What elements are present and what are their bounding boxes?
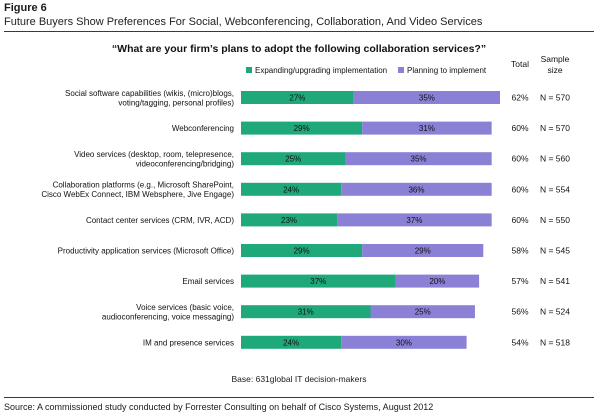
bar-label-expanding: 29% [294, 124, 310, 133]
bar-label-expanding: 37% [310, 277, 326, 286]
source-note: Source: A commissioned study conducted b… [4, 402, 434, 412]
bar-label-planning: 20% [429, 277, 445, 286]
bar-expanding [241, 305, 371, 319]
bar-planning [370, 305, 475, 319]
bar-label-planning: 29% [415, 247, 431, 256]
sample-size-value: N = 570 [540, 93, 570, 103]
bar-expanding [241, 274, 396, 288]
bottom-divider [4, 397, 594, 398]
category-label: Voice services (basic voice, audioconfere… [102, 303, 234, 322]
total-value: 56% [511, 307, 528, 317]
base-note: Base: 631global IT decision-makers [231, 374, 367, 384]
bar-expanding [241, 152, 346, 166]
bar-planning [395, 274, 480, 288]
legend-label-expanding: Expanding/upgrading implementation [255, 66, 387, 75]
bar-planning [345, 152, 492, 166]
sample-size-value: N = 570 [540, 123, 570, 133]
legend-swatch-planning [398, 67, 404, 73]
bar-label-expanding: 23% [281, 216, 297, 225]
sample-size-value: N = 524 [540, 307, 570, 317]
bar-expanding [241, 121, 363, 135]
category-label: Social software capabilities (wikis, (mi… [65, 89, 234, 108]
figure-title: Future Buyers Show Preferences For Socia… [4, 16, 483, 28]
bar-planning [353, 91, 500, 104]
sample-size-value: N = 554 [540, 184, 570, 194]
sample-size-value: N = 550 [540, 215, 570, 225]
sample-size-value: N = 518 [540, 337, 570, 347]
total-value: 62% [511, 93, 528, 103]
bar-label-planning: 35% [419, 94, 435, 103]
bar-planning [341, 182, 492, 196]
sample-size-value: N = 541 [540, 276, 570, 286]
sample-header: size [547, 65, 562, 75]
sample-size-value: N = 560 [540, 154, 570, 164]
total-value: 60% [511, 123, 528, 133]
bar-label-planning: 31% [419, 124, 435, 133]
bar-expanding [241, 182, 342, 196]
category-label: IM and presence services [143, 338, 234, 347]
sample-size-value: N = 545 [540, 246, 570, 256]
bar-label-expanding: 25% [285, 155, 301, 164]
top-divider [4, 31, 594, 32]
bar-label-expanding: 27% [289, 94, 305, 103]
bar-label-planning: 36% [408, 185, 424, 194]
category-label: Video services (desktop, room, teleprese… [74, 150, 234, 169]
bar-planning [341, 335, 467, 349]
bar-planning [362, 121, 492, 135]
total-header: Total [511, 59, 529, 69]
category-label: Email services [182, 277, 234, 286]
category-label: Webconferencing [172, 124, 234, 133]
category-label: Collaboration platforms (e.g., Microsoft… [41, 181, 234, 200]
figure-label: Figure 6 [4, 2, 47, 14]
bar-label-expanding: 29% [294, 247, 310, 256]
bar-label-expanding: 24% [283, 338, 299, 347]
bar-expanding [241, 244, 363, 257]
sample-header: Sample [541, 54, 570, 64]
total-value: 58% [511, 246, 528, 256]
legend-label-planning: Planning to implement [407, 66, 487, 75]
total-value: 54% [511, 337, 528, 347]
bar-expanding [241, 213, 338, 227]
bar-planning [337, 213, 492, 227]
bar-planning [362, 244, 484, 257]
bar-label-planning: 35% [411, 155, 427, 164]
bar-label-planning: 25% [415, 308, 431, 317]
total-value: 60% [511, 184, 528, 194]
bar-expanding [241, 91, 354, 104]
chart-title: “What are your firm’s plans to adopt the… [112, 43, 486, 55]
legend-swatch-expanding [246, 67, 252, 73]
bar-label-expanding: 31% [298, 308, 314, 317]
bar-label-planning: 30% [396, 338, 412, 347]
category-label: Contact center services (CRM, IVR, ACD) [86, 216, 234, 225]
total-value: 60% [511, 215, 528, 225]
total-value: 57% [511, 276, 528, 286]
bar-label-expanding: 24% [283, 185, 299, 194]
total-value: 60% [511, 154, 528, 164]
bar-label-planning: 37% [406, 216, 422, 225]
bar-expanding [241, 335, 342, 349]
category-label: Productivity application services (Micro… [58, 247, 235, 256]
